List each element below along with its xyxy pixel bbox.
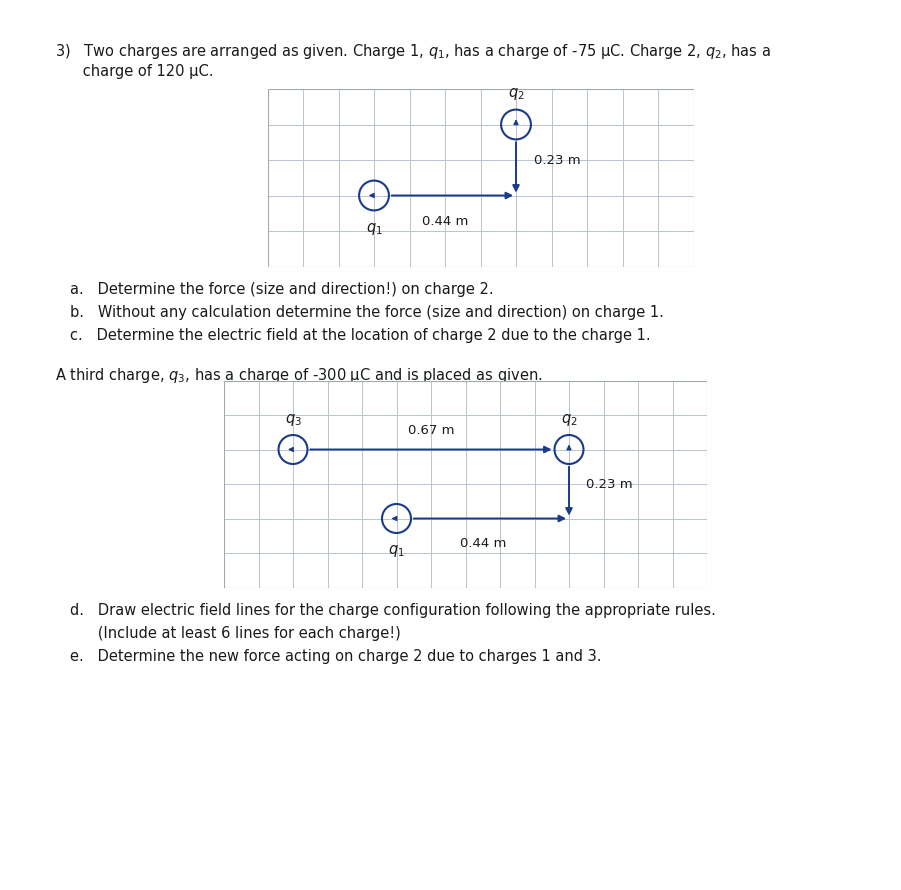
Text: $q_2$: $q_2$ [507, 86, 524, 102]
Text: $q_1$: $q_1$ [388, 543, 405, 559]
Text: $q_3$: $q_3$ [285, 412, 302, 428]
Text: 0.67 m: 0.67 m [408, 425, 454, 437]
Text: 3)   Two charges are arranged as given. Charge 1, $q_1$, has a charge of -75 μC.: 3) Two charges are arranged as given. Ch… [55, 42, 770, 61]
Text: $q_1$: $q_1$ [366, 221, 382, 237]
Text: b.   Without any calculation determine the force (size and direction) on charge : b. Without any calculation determine the… [70, 304, 664, 320]
Text: (Include at least 6 lines for each charge!): (Include at least 6 lines for each charg… [70, 626, 401, 641]
Text: charge of 120 μC.: charge of 120 μC. [55, 64, 214, 79]
Text: c.   Determine the electric field at the location of charge 2 due to the charge : c. Determine the electric field at the l… [70, 328, 651, 343]
Text: 0.23 m: 0.23 m [587, 478, 633, 490]
Text: 0.44 m: 0.44 m [422, 215, 469, 228]
Text: 0.44 m: 0.44 m [460, 538, 506, 551]
Text: A third charge, $q_3$, has a charge of -300 μC and is placed as given.: A third charge, $q_3$, has a charge of -… [55, 366, 542, 384]
Text: e.   Determine the new force acting on charge 2 due to charges 1 and 3.: e. Determine the new force acting on cha… [70, 649, 602, 664]
Text: 0.23 m: 0.23 m [533, 153, 580, 166]
Text: d.   Draw electric field lines for the charge configuration following the approp: d. Draw electric field lines for the cha… [70, 603, 716, 618]
Text: a.   Determine the force (size and direction!) on charge 2.: a. Determine the force (size and directi… [70, 281, 494, 296]
Text: $q_2$: $q_2$ [560, 412, 578, 428]
